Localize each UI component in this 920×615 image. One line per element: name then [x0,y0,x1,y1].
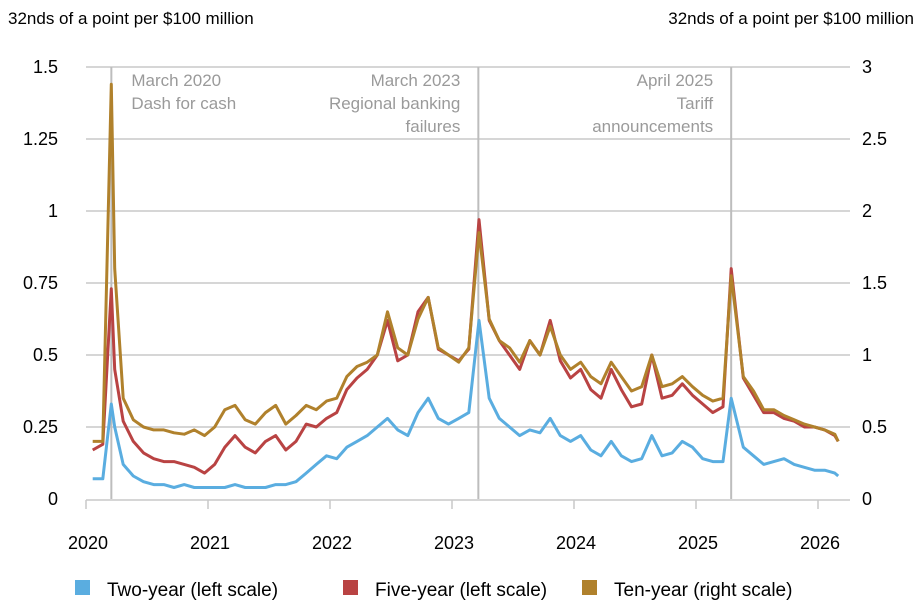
x-tick-label: 2025 [678,533,718,553]
x-tick-label: 2026 [800,533,840,553]
y-right-tick-label: 2 [862,201,872,221]
y-left-tick-label: 0 [48,489,58,509]
series-line-two-year [92,318,840,489]
legend-swatch [75,580,90,595]
x-tick-label: 2020 [68,533,108,553]
event-annotation: March 2020 [131,71,221,90]
y-left-tick-label: 1.5 [33,57,58,77]
x-tick-label: 2024 [556,533,596,553]
y-right-tick-label: 2.5 [862,129,887,149]
y-right-tick-label: 1.5 [862,273,887,293]
y-right-tick-label: 0 [862,489,872,509]
event-annotation: Regional banking [329,94,460,113]
legend-label: Ten-year (right scale) [614,580,792,601]
event-annotation: announcements [592,117,713,136]
x-tick-label: 2022 [312,533,352,553]
legend-label: Two-year (left scale) [107,580,278,601]
event-annotation: Dash for cash [131,94,236,113]
y-left-tick-label: 1.25 [23,129,58,149]
event-annotation: April 2025 [637,71,714,90]
legend-swatch [582,580,597,595]
y-right-tick-label: 0.5 [862,417,887,437]
right-axis-label: 32nds of a point per $100 million [668,9,914,28]
y-right-tick-label: 1 [862,345,872,365]
event-annotation: Tariff [677,94,714,113]
legend-label: Five-year (left scale) [375,580,547,601]
event-annotation: failures [406,117,461,136]
event-annotation: March 2023 [371,71,461,90]
left-axis-label: 32nds of a point per $100 million [8,9,254,28]
y-left-tick-label: 0.5 [33,345,58,365]
series-line-ten-year [92,82,840,443]
y-left-tick-label: 0.25 [23,417,58,437]
x-tick-label: 2021 [190,533,230,553]
x-tick-label: 2023 [434,533,474,553]
y-left-tick-label: 1 [48,201,58,221]
y-left-tick-label: 0.75 [23,273,58,293]
legend-swatch [343,580,358,595]
y-right-tick-label: 3 [862,57,872,77]
